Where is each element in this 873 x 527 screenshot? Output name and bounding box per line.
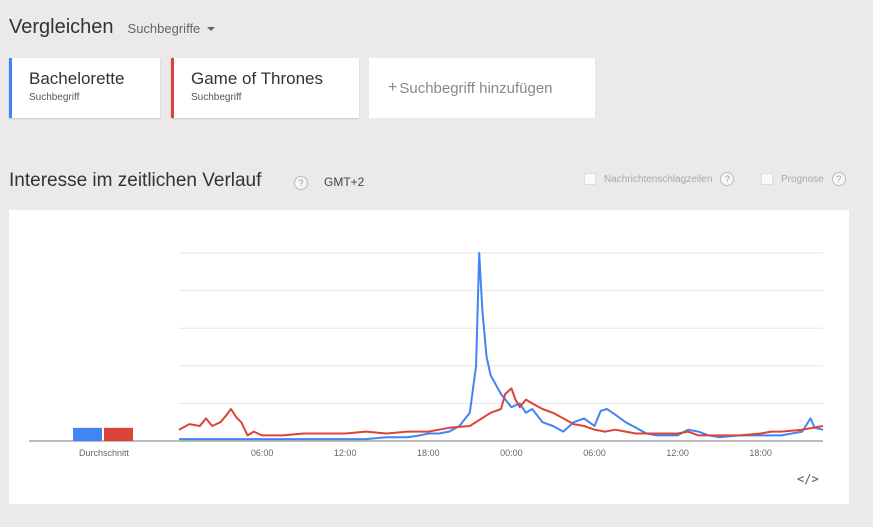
help-icon[interactable]: ? <box>294 176 308 190</box>
x-tick-label: 18:00 <box>417 448 440 458</box>
term-card-game-of-thrones[interactable]: Game of Thrones Suchbegriff <box>171 58 359 118</box>
interest-over-time-chart: Durchschnitt 06:00 12:00 18:00 00:00 06:00 12:… <box>9 210 849 504</box>
term-card-bachelorette[interactable]: Bachelorette Suchbegriff <box>9 58 160 118</box>
add-term-label: Suchbegriff hinzufügen <box>399 79 553 97</box>
forecast-checkbox[interactable] <box>761 173 773 185</box>
term-name: Game of Thrones <box>191 69 323 88</box>
x-tick-label: 06:00 <box>583 448 606 458</box>
embed-code-icon[interactable]: </> <box>797 472 819 486</box>
forecast-option[interactable]: Prognose ? <box>761 172 846 186</box>
series-line <box>179 252 824 441</box>
add-term-button[interactable]: + Suchbegriff hinzufügen <box>369 58 595 118</box>
x-tick-label: 12:00 <box>334 448 357 458</box>
x-tick-label: 00:00 <box>500 448 523 458</box>
compare-header: Vergleichen Suchbegriffe <box>9 16 216 39</box>
section-title: Interesse im zeitlichen Verlauf <box>9 170 262 191</box>
term-type: Suchbegriff <box>191 92 242 103</box>
compare-title: Vergleichen <box>9 16 114 38</box>
series-line <box>178 387 824 437</box>
x-tick-label: 18:00 <box>749 448 772 458</box>
news-headlines-checkbox[interactable] <box>584 173 596 185</box>
help-icon[interactable]: ? <box>720 172 735 186</box>
term-type: Suchbegriff <box>29 92 80 103</box>
x-tick-label: 06:00 <box>251 448 274 458</box>
caret-down-icon <box>207 26 216 31</box>
forecast-label: Prognose <box>781 173 824 185</box>
term-name: Bachelorette <box>29 69 125 88</box>
compare-mode-dropdown[interactable]: Suchbegriffe <box>128 21 216 36</box>
plus-icon: + <box>388 79 398 96</box>
average-bar <box>104 427 133 441</box>
chart-svg: Durchschnitt 06:00 12:00 18:00 00:00 06:00 12:… <box>29 252 824 458</box>
x-tick-label: 12:00 <box>666 448 689 458</box>
news-headlines-option[interactable]: Nachrichtenschlagzeilen ? <box>584 172 735 186</box>
help-icon[interactable]: ? <box>831 172 846 186</box>
compare-mode-label: Suchbegriffe <box>127 21 201 36</box>
average-bar <box>73 427 102 441</box>
average-label: Durchschnitt <box>79 448 130 458</box>
news-headlines-label: Nachrichtenschlagzeilen <box>604 173 713 185</box>
timezone-label: GMT+2 <box>324 175 365 189</box>
